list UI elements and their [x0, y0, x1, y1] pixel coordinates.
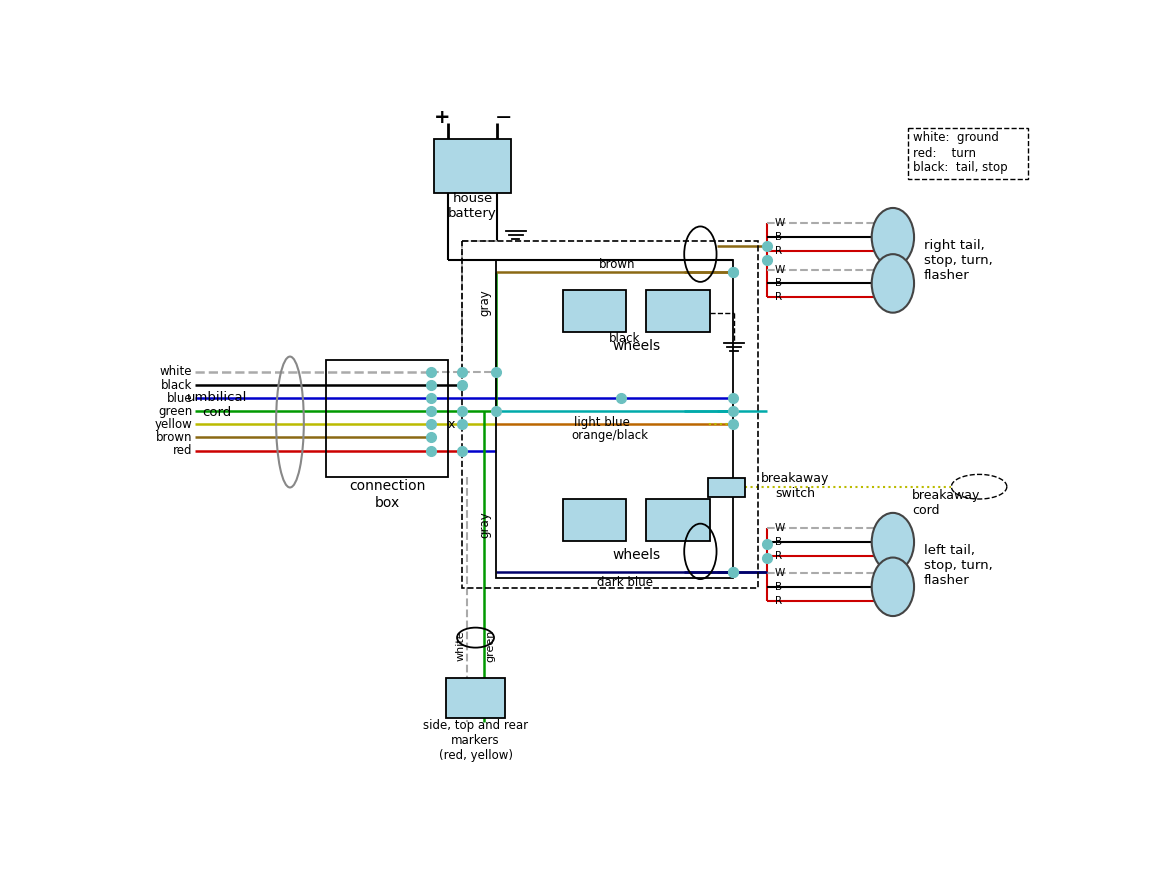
Text: B: B: [775, 537, 782, 548]
Text: green: green: [157, 405, 192, 417]
Text: brown: brown: [156, 431, 192, 444]
Ellipse shape: [871, 208, 914, 267]
Text: B: B: [775, 278, 782, 289]
Text: green: green: [485, 629, 495, 662]
Text: W: W: [775, 568, 786, 578]
Text: blue: blue: [167, 392, 192, 405]
Ellipse shape: [871, 557, 914, 616]
Bar: [708, 478, 745, 497]
Text: right tail,
stop, turn,
flasher: right tail, stop, turn, flasher: [923, 239, 993, 282]
Bar: [462, 241, 758, 587]
Ellipse shape: [871, 254, 914, 313]
Bar: [434, 139, 511, 192]
Text: connection
box: connection box: [348, 479, 425, 509]
Text: white: white: [456, 630, 466, 661]
Text: gray: gray: [478, 290, 492, 316]
Text: W: W: [775, 218, 786, 229]
Text: brown: brown: [599, 258, 635, 270]
Text: dark blue: dark blue: [597, 577, 653, 589]
Text: black: black: [161, 378, 192, 392]
Text: R: R: [775, 246, 782, 256]
Text: W: W: [775, 524, 786, 533]
Text: side, top and rear
markers
(red, yellow): side, top and rear markers (red, yellow): [423, 719, 528, 762]
Text: white:  ground: white: ground: [913, 131, 998, 144]
Text: W: W: [775, 265, 786, 275]
Bar: [907, 128, 1029, 180]
Text: B: B: [775, 232, 782, 242]
Bar: [647, 290, 709, 332]
Text: orange/black: orange/black: [572, 429, 648, 441]
Text: umbilical
cord: umbilical cord: [186, 391, 246, 419]
Text: x: x: [448, 418, 455, 431]
Text: B: B: [775, 582, 782, 592]
Text: R: R: [775, 595, 782, 606]
Text: left tail,
stop, turn,
flasher: left tail, stop, turn, flasher: [923, 544, 993, 587]
Text: red:    turn: red: turn: [913, 147, 975, 159]
Text: wheels: wheels: [612, 548, 661, 563]
Text: house
battery: house battery: [448, 192, 496, 221]
Text: light blue: light blue: [574, 416, 629, 429]
Bar: [563, 290, 626, 332]
Ellipse shape: [871, 513, 914, 571]
Text: black:  tail, stop: black: tail, stop: [913, 160, 1008, 174]
Bar: [326, 361, 448, 478]
Text: red: red: [172, 444, 192, 457]
Text: R: R: [775, 292, 782, 302]
Text: black: black: [610, 332, 641, 346]
Text: breakaway
switch: breakaway switch: [761, 472, 830, 500]
Bar: [647, 499, 709, 541]
Text: yellow: yellow: [154, 418, 192, 431]
Text: gray: gray: [478, 511, 492, 538]
Text: −: −: [494, 108, 513, 128]
Bar: [447, 678, 504, 718]
Bar: [496, 260, 732, 579]
Text: +: +: [434, 108, 450, 128]
Text: breakaway
cord: breakaway cord: [912, 489, 980, 517]
Text: wheels: wheels: [612, 338, 661, 353]
Bar: [563, 499, 626, 541]
Text: white: white: [160, 365, 192, 378]
Text: R: R: [775, 551, 782, 561]
